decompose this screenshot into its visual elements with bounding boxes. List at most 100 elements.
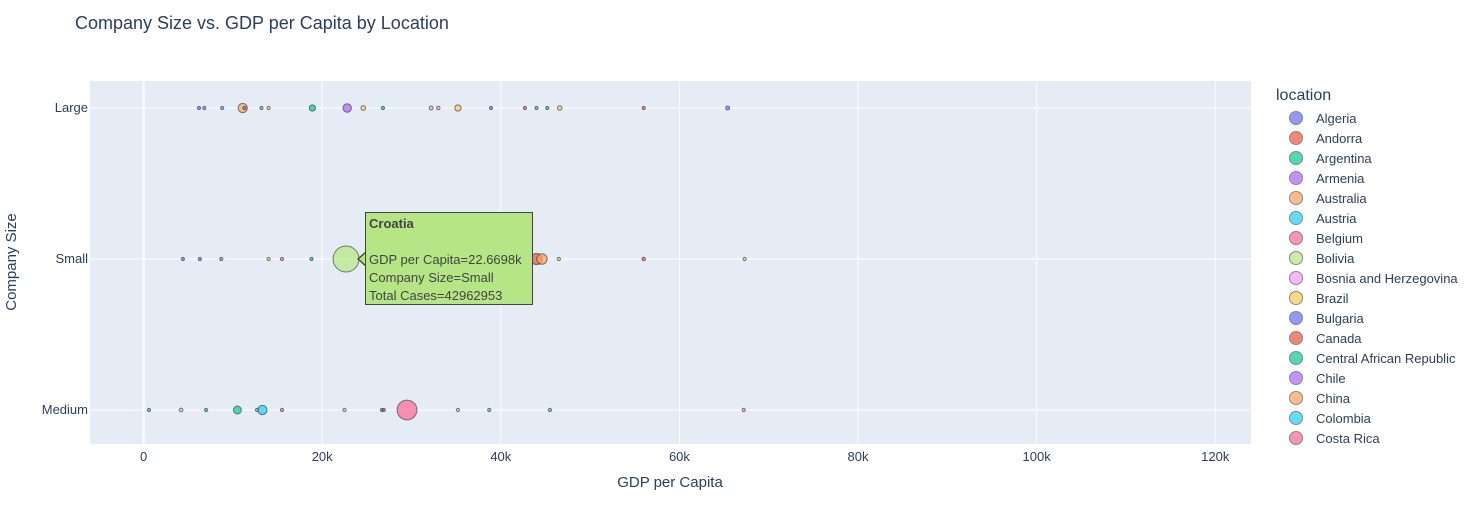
legend-item-argentina[interactable]: Argentina — [1276, 148, 1458, 168]
marker-bolivia[interactable] — [332, 245, 360, 273]
marker-bulgaria[interactable] — [196, 105, 202, 111]
legend-swatch-icon — [1289, 251, 1303, 265]
marker-andorra[interactable] — [522, 105, 528, 111]
legend-items: Algeria Andorra Argentina Armenia Australia A… — [1276, 108, 1458, 448]
data-markers[interactable] — [146, 102, 747, 421]
marker-bosnia-and-herzegovina[interactable] — [428, 105, 434, 111]
legend-item-brazil[interactable]: Brazil — [1276, 288, 1458, 308]
marker-bulgaria[interactable] — [488, 105, 494, 111]
tooltip-title: Croatia — [369, 216, 414, 231]
marker-bosnia-and-herzegovina[interactable] — [178, 407, 184, 413]
marker-brazil[interactable] — [360, 105, 367, 111]
legend-label: Australia — [1316, 190, 1367, 206]
marker-armenia[interactable] — [725, 105, 731, 111]
tooltip-gdp-line: GDP per Capita=22.6698k — [369, 252, 522, 267]
legend-swatch-icon — [1289, 391, 1303, 405]
marker-argentina[interactable] — [380, 105, 386, 111]
marker-belgium[interactable] — [396, 399, 418, 421]
marker-belgium[interactable] — [279, 256, 285, 262]
legend-swatch-icon — [1289, 131, 1303, 145]
marker-austria[interactable] — [487, 407, 492, 413]
legend-label: Belgium — [1316, 230, 1363, 246]
marker-argentina[interactable] — [309, 256, 314, 262]
legend-swatch-icon — [1289, 291, 1303, 305]
marker-bolivia[interactable] — [742, 256, 747, 262]
marker-brazil[interactable] — [556, 105, 563, 111]
legend-label: Armenia — [1316, 170, 1365, 186]
marker-central-african-republic[interactable] — [534, 105, 539, 111]
marker-argentina[interactable] — [545, 105, 550, 111]
y-tick-label: Large — [55, 100, 88, 115]
marker-brazil[interactable] — [454, 104, 462, 112]
marker-austria[interactable] — [259, 105, 264, 111]
marker-armenia[interactable] — [220, 105, 225, 111]
legend-swatch-icon — [1289, 231, 1303, 245]
marker-chile[interactable] — [202, 105, 207, 111]
marker-armenia[interactable] — [219, 256, 224, 262]
legend-item-colombia[interactable]: Colombia — [1276, 408, 1458, 428]
legend-item-bosnia-and-herzegovina[interactable]: Bosnia and Herzegovina — [1276, 268, 1458, 288]
legend-item-andorra[interactable]: Andorra — [1276, 128, 1458, 148]
marker-central-african-republic[interactable] — [204, 407, 209, 413]
legend-item-central-african-republic[interactable]: Central African Republic — [1276, 348, 1458, 368]
marker-bulgaria[interactable] — [180, 256, 185, 262]
marker-argentina[interactable] — [308, 104, 317, 112]
legend: location Algeria Andorra Argentina Armenia A… — [1276, 86, 1458, 448]
marker-china[interactable] — [741, 407, 746, 413]
legend-label: Central African Republic — [1316, 350, 1456, 366]
legend-swatch-icon — [1289, 371, 1303, 385]
legend-label: Austria — [1316, 210, 1357, 226]
marker-bosnia-and-herzegovina[interactable] — [436, 105, 441, 111]
marker-austria[interactable] — [547, 407, 553, 413]
legend-item-bulgaria[interactable]: Bulgaria — [1276, 308, 1458, 328]
marker-brazil[interactable] — [266, 105, 271, 111]
tooltip-cases-line: Total Cases=42962953 — [369, 288, 503, 303]
legend-item-bolivia[interactable]: Bolivia — [1276, 248, 1458, 268]
marker-algeria[interactable] — [242, 105, 247, 111]
marker-bulgaria[interactable] — [197, 256, 202, 262]
legend-label: Bolivia — [1316, 250, 1355, 266]
legend-label: Chile — [1316, 370, 1346, 386]
legend-label: Algeria — [1316, 110, 1357, 126]
legend-swatch-icon — [1289, 271, 1303, 285]
marker-brazil[interactable] — [266, 256, 271, 262]
tooltip-spacer — [369, 233, 529, 251]
legend-label: Colombia — [1316, 410, 1371, 426]
marker-australia[interactable] — [536, 253, 548, 265]
marker-colombia[interactable] — [254, 407, 260, 413]
marker-andorra[interactable] — [641, 105, 646, 111]
marker-bolivia[interactable] — [556, 256, 561, 262]
legend-item-austria[interactable]: Austria — [1276, 208, 1458, 228]
legend-swatch-icon — [1289, 331, 1303, 345]
marker-brazil[interactable] — [455, 407, 461, 413]
marker-canada[interactable] — [381, 407, 386, 413]
marker-armenia[interactable] — [342, 103, 352, 113]
x-axis-title: GDP per Capita — [617, 474, 723, 491]
legend-item-china[interactable]: China — [1276, 388, 1458, 408]
legend-swatch-icon — [1289, 151, 1303, 165]
legend-label: Argentina — [1316, 150, 1372, 166]
legend-swatch-icon — [1289, 191, 1303, 205]
marker-bolivia[interactable] — [342, 407, 347, 413]
legend-item-chile[interactable]: Chile — [1276, 368, 1458, 388]
legend-swatch-icon — [1289, 311, 1303, 325]
marker-costa-rica[interactable] — [279, 407, 285, 413]
legend-item-belgium[interactable]: Belgium — [1276, 228, 1458, 248]
x-tick-label: 100k — [1023, 449, 1052, 464]
legend-swatch-icon — [1289, 351, 1303, 365]
chart-title: Company Size vs. GDP per Capita by Locat… — [75, 13, 449, 33]
legend-label: Andorra — [1316, 130, 1363, 146]
marker-andorra[interactable] — [641, 256, 646, 262]
x-tick-labels: 0 20k 40k 60k 80k 100k 120k — [140, 449, 1230, 464]
marker-austria[interactable] — [257, 404, 268, 416]
y-tick-labels: Large Small Medium — [42, 100, 88, 417]
marker-argentina[interactable] — [146, 407, 152, 413]
marker-argentina[interactable] — [232, 405, 242, 415]
legend-item-australia[interactable]: Australia — [1276, 188, 1458, 208]
legend-item-costa-rica[interactable]: Costa Rica — [1276, 428, 1458, 448]
legend-item-algeria[interactable]: Algeria — [1276, 108, 1458, 128]
tooltip-arrow-fill — [359, 252, 367, 266]
legend-item-canada[interactable]: Canada — [1276, 328, 1458, 348]
legend-item-armenia[interactable]: Armenia — [1276, 168, 1458, 188]
